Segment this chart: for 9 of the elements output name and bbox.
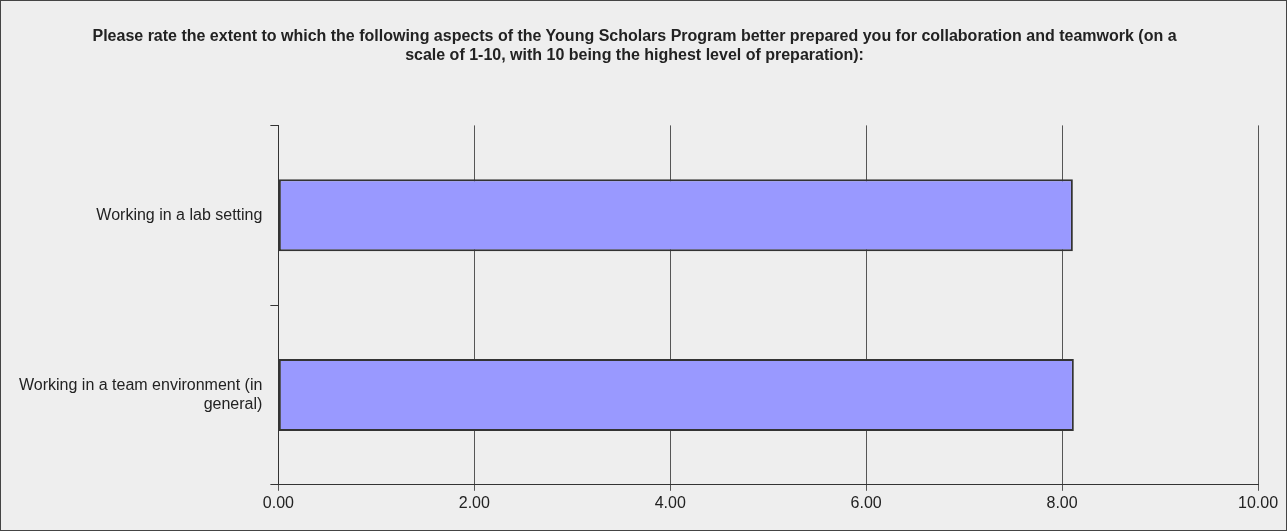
x-tick-label: 10.00 [1237, 493, 1279, 511]
x-tick-label: 0.00 [262, 493, 295, 511]
x-tick-label: 6.00 [850, 493, 882, 511]
y-tick-label: Working in a team environment (in general) [18, 375, 263, 412]
x-tick-label: 2.00 [458, 493, 490, 511]
chart-title: Please rate the extent to which the following aspects of the Young Scholars Program better prepared you for collaboration and teamwork (on a scale of 1-10, with 10 being the highest level of preparation): [92, 27, 1177, 64]
y-tick-label: Working in a lab setting [96, 205, 263, 223]
x-tick-label: 8.00 [1046, 493, 1078, 511]
x-tick-label: 4.00 [654, 493, 686, 511]
